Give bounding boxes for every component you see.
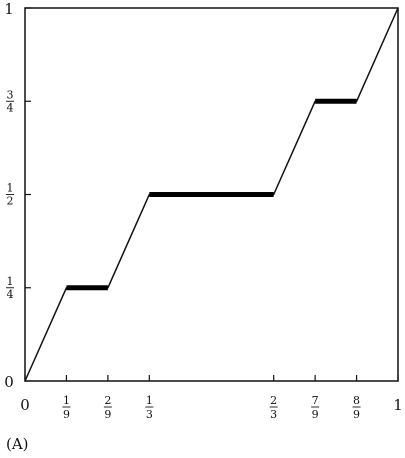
x-tick-label-den-6: 9	[353, 408, 360, 421]
x-tick-label-num-6: 8	[353, 394, 360, 407]
y-tick-label-0: 0	[4, 373, 14, 391]
x-tick-label-den-3: 3	[146, 408, 153, 421]
x-tick-label-den-5: 9	[312, 408, 319, 421]
y-tick-label-num-1: 1	[7, 275, 14, 288]
y-tick-label-num-3: 3	[7, 88, 14, 101]
y-tick-label-den-1: 4	[7, 288, 14, 301]
x-tick-label-num-4: 2	[270, 394, 277, 407]
x-tick-label-den-1: 9	[63, 408, 70, 421]
y-tick-label-den-3: 4	[7, 101, 14, 114]
x-tick-label-den-2: 9	[104, 408, 111, 421]
x-tick-label-num-5: 7	[312, 394, 319, 407]
x-tick-label-den-4: 3	[270, 408, 277, 421]
y-tick-label-4: 1	[4, 0, 14, 18]
x-tick-label-num-1: 1	[63, 394, 70, 407]
x-tick-label-num-2: 2	[104, 394, 111, 407]
panel-label: (A)	[6, 435, 29, 453]
x-tick-label-num-3: 1	[146, 394, 153, 407]
x-tick-label-7: 1	[393, 396, 403, 414]
y-tick-label-den-2: 2	[7, 195, 14, 208]
x-tick-label-0: 0	[20, 396, 30, 414]
y-tick-label-num-2: 1	[7, 182, 14, 195]
